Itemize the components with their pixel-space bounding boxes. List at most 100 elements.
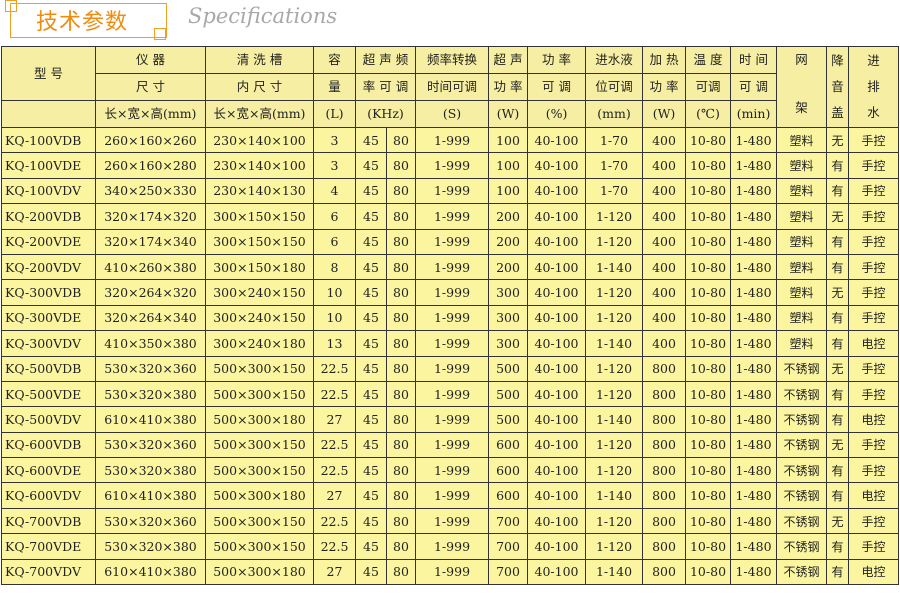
unit-switch: (S) [415, 100, 490, 128]
table-cell: 手控 [848, 431, 900, 459]
table-cell: 300×150×150 [205, 228, 314, 255]
title-frame [10, 3, 167, 38]
col-lid-l3: 盖 [831, 105, 844, 120]
table-row: KQ-100VDV 340×250×330 230×140×130 4 45 80 1-99… [1, 177, 900, 205]
table-cell: 10-80 [685, 253, 732, 281]
table-cell: 10-80 [685, 457, 732, 484]
table-cell: 手控 [848, 279, 900, 306]
table-cell: 1-480 [730, 304, 778, 332]
table-cell: 1-999 [415, 177, 490, 205]
table-cell: 530×320×360 [95, 431, 206, 459]
table-cell: 800 [642, 457, 687, 484]
table-row: KQ-700VDB 530×320×360 500×300×150 22.5 45 80 1… [1, 507, 900, 535]
table-cell: 80 [385, 152, 417, 179]
table-cell: 不锈钢 [776, 431, 828, 459]
table-cell: 610×410×380 [95, 558, 206, 586]
table-cell: 260×160×280 [95, 152, 206, 179]
col-rack-l2: 架 [795, 100, 808, 115]
table-cell: 1-999 [415, 330, 490, 357]
table-cell: 22.5 [313, 457, 356, 484]
table-cell: 530×320×380 [95, 533, 206, 560]
table-cell: 80 [385, 482, 417, 509]
col-power-l2: 功 率 [488, 73, 529, 101]
unit-power: (W) [488, 100, 529, 128]
table-cell: 有 [826, 380, 850, 408]
table-cell: 1-120 [585, 355, 644, 382]
table-cell: 塑料 [776, 152, 828, 179]
table-cell: 500 [488, 406, 529, 433]
table-cell: 1-140 [585, 330, 644, 357]
table-cell: 300×150×180 [205, 253, 314, 281]
table-cell: 40-100 [527, 431, 587, 459]
table-cell: 200 [488, 253, 529, 281]
table-cell: 530×320×380 [95, 380, 206, 408]
table-cell: 1-480 [730, 126, 778, 154]
table-cell: 6 [313, 228, 356, 255]
col-drain-l2: 排 [867, 79, 880, 94]
table-cell: 260×160×260 [95, 126, 206, 154]
unit-capacity: (L) [313, 100, 356, 128]
unit-temp: (℃) [685, 100, 732, 128]
col-power: 超 声 [488, 46, 529, 74]
table-row: KQ-500VDE 530×320×380 500×300×150 22.5 45 80 1… [1, 380, 900, 408]
unit-time: (min) [730, 100, 778, 128]
table-cell: 340×250×330 [95, 177, 206, 205]
table-cell: 80 [385, 177, 417, 205]
table-cell: 45 [355, 380, 387, 408]
table-cell: 无 [826, 279, 850, 306]
table-cell: 1-120 [585, 304, 644, 332]
table-cell: 1-480 [730, 533, 778, 560]
table-cell: 手控 [848, 152, 900, 179]
table-cell: 45 [355, 507, 387, 535]
table-cell: 300×240×150 [205, 304, 314, 332]
table-cell: 4 [313, 177, 356, 205]
table-cell: 不锈钢 [776, 558, 828, 586]
table-cell: 3 [313, 152, 356, 179]
table-cell: 400 [642, 126, 687, 154]
table-cell: 320×264×340 [95, 304, 206, 332]
col-lid-l1: 降 [831, 53, 844, 68]
col-level-l2: 位可调 [585, 73, 644, 101]
table-cell: 1-999 [415, 355, 490, 382]
table-cell: 80 [385, 228, 417, 255]
table-cell: 1-999 [415, 482, 490, 509]
table-cell: 530×320×360 [95, 507, 206, 535]
table-cell: KQ-300VDE [1, 304, 96, 332]
table-cell: 1-999 [415, 533, 490, 560]
col-heating: 加 热 [642, 46, 687, 74]
table-cell: 40-100 [527, 253, 587, 281]
table-cell: 不锈钢 [776, 406, 828, 433]
table-cell: 530×320×360 [95, 355, 206, 382]
table-cell: KQ-200VDE [1, 228, 96, 255]
table-cell: 800 [642, 533, 687, 560]
table-cell: 40-100 [527, 126, 587, 154]
table-cell: 10-80 [685, 380, 732, 408]
table-cell: 10-80 [685, 152, 732, 179]
table-cell: 无 [826, 431, 850, 459]
table-cell: 1-999 [415, 558, 490, 586]
table-cell: 80 [385, 203, 417, 230]
unit-frequency: (KHz) [354, 100, 417, 128]
table-cell: 10-80 [685, 330, 732, 357]
table-cell: 400 [642, 330, 687, 357]
table-cell: 1-999 [415, 457, 490, 484]
table-cell: 80 [385, 533, 417, 560]
table-cell: 手控 [848, 126, 900, 154]
unit-level: (mm) [585, 100, 644, 128]
table-cell: 1-999 [415, 228, 490, 255]
table-cell: 400 [642, 152, 687, 179]
table-cell: 45 [355, 406, 387, 433]
table-cell: 有 [826, 533, 850, 560]
table-cell: 45 [355, 330, 387, 357]
corner-ornament-icon [154, 28, 166, 40]
table-cell: 塑料 [776, 126, 828, 154]
table-cell: 400 [642, 177, 687, 205]
table-cell: 400 [642, 203, 687, 230]
table-cell: 40-100 [527, 228, 587, 255]
col-tank-l2: 内 尺 寸 [205, 73, 314, 101]
table-cell: 45 [355, 228, 387, 255]
table-cell: 无 [826, 203, 850, 230]
table-cell: 400 [642, 253, 687, 281]
table-cell: 22.5 [313, 507, 356, 535]
table-cell: 有 [826, 330, 850, 357]
